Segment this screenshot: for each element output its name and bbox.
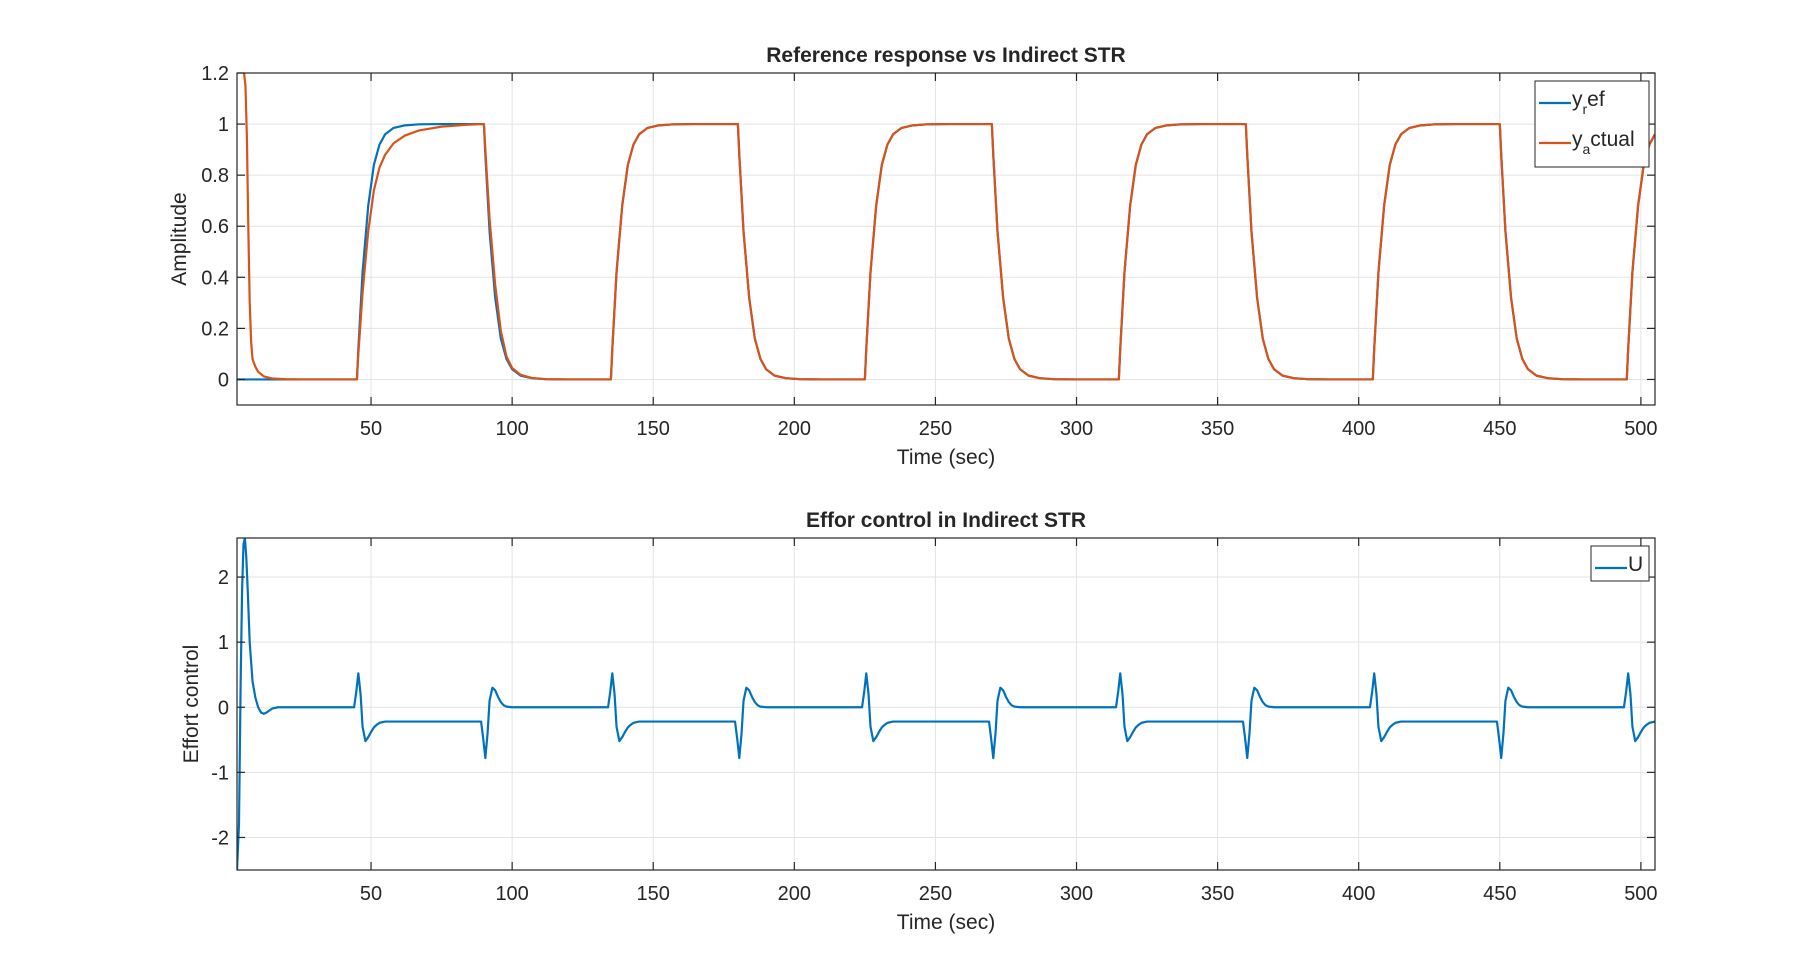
x-tick-label: 150 (637, 883, 670, 905)
x-tick-label: 300 (1060, 418, 1093, 440)
y-tick-label: 0.2 (201, 318, 229, 340)
y-tick-label: -1 (211, 762, 229, 784)
x-tick-label: 500 (1624, 418, 1657, 440)
y-tick-label: 1 (218, 114, 229, 136)
series-line-u (237, 538, 1655, 870)
legend: yref yactual (1534, 80, 1650, 168)
chart-title: Effor control in Indirect STR (806, 509, 1086, 532)
x-tick-label: 200 (778, 883, 811, 905)
x-tick-label: 100 (495, 883, 528, 905)
legend: U (1590, 545, 1650, 582)
x-axis-label: Time (sec) (897, 446, 995, 469)
x-tick-label: 500 (1624, 883, 1657, 905)
axes-box (236, 72, 1656, 406)
x-tick-label: 350 (1201, 883, 1234, 905)
legend-box (1590, 545, 1650, 582)
x-tick-label: 400 (1342, 883, 1375, 905)
y-tick-label: 1 (218, 632, 229, 654)
x-tick-label: 400 (1342, 418, 1375, 440)
effort-control-chart: 50 100 150 200 250 300 350 400 450 500 -2 -1 0 1 2 Effo… (180, 509, 1658, 934)
y-axis-label: Amplitude (168, 192, 191, 285)
chart-title: Reference response vs Indirect STR (766, 44, 1125, 67)
x-tick-label: 450 (1483, 418, 1516, 440)
x-tick-label: 450 (1483, 883, 1516, 905)
y-tick-label: 1.2 (201, 63, 229, 85)
y-tick-label: 0 (218, 369, 229, 391)
y-tick-label: 0 (218, 697, 229, 719)
axes-box (236, 537, 1656, 871)
y-tick-label: 0.4 (201, 267, 229, 289)
series-line-y-actual (242, 73, 1655, 381)
x-tick-label: 50 (360, 883, 382, 905)
plot-area (237, 538, 1655, 870)
x-tick-label: 250 (919, 883, 952, 905)
legend-entry: U (1628, 553, 1643, 576)
x-tick-label: 150 (637, 418, 670, 440)
legend-entry: yactual (1572, 128, 1635, 157)
x-tick-label: 200 (778, 418, 811, 440)
legend-box (1534, 80, 1650, 168)
y-axis-label: Effort control (180, 645, 203, 764)
x-tick-label: 100 (495, 418, 528, 440)
x-tick-label: 300 (1060, 883, 1093, 905)
legend-entry: yref (1572, 88, 1605, 117)
x-tick-label: 250 (919, 418, 952, 440)
y-tick-label: 0.6 (201, 216, 229, 238)
y-tick-label: 0.8 (201, 165, 229, 187)
y-tick-label: -2 (211, 827, 229, 849)
reference-response-chart: 50 100 150 200 250 300 350 400 450 500 0 0.2 0.4 0.6 0… (168, 44, 1658, 469)
y-tick-label: 2 (218, 567, 229, 589)
x-tick-label: 50 (360, 418, 382, 440)
x-tick-label: 350 (1201, 418, 1234, 440)
plot-area (237, 73, 1655, 405)
x-axis-label: Time (sec) (897, 911, 995, 934)
